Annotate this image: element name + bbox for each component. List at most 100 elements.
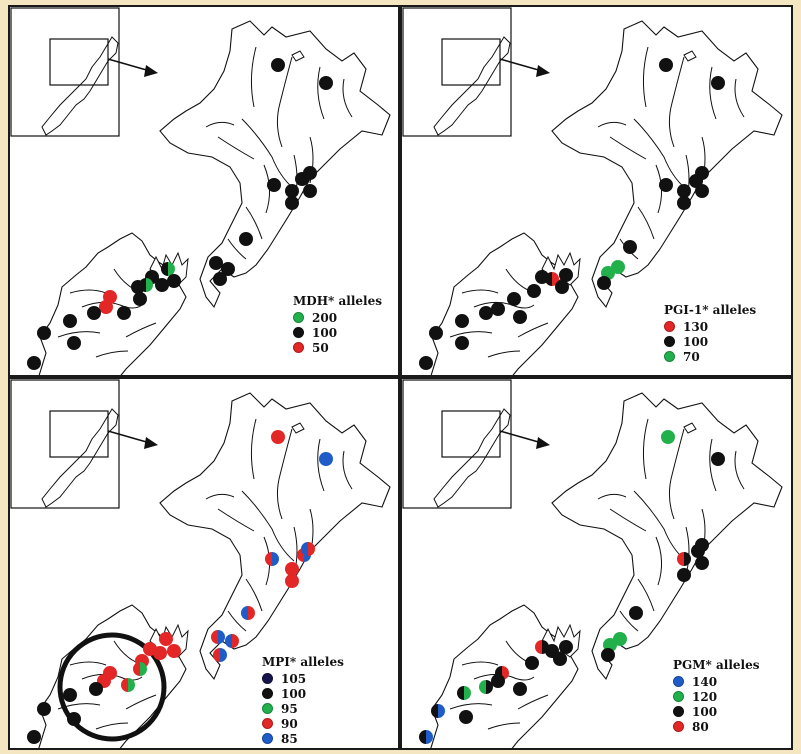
allele-marker <box>27 356 41 370</box>
allele-marker <box>419 356 433 370</box>
allele-marker <box>271 430 285 444</box>
allele-marker <box>285 196 299 210</box>
panel-pgm: PGM* alleles 140 120 100 80 <box>400 377 793 750</box>
river-line <box>276 428 293 520</box>
legend-label: 100 <box>692 704 718 719</box>
legend-label: 200 <box>312 310 338 325</box>
legend-item: 130 <box>664 319 756 334</box>
legend-swatch <box>262 733 273 744</box>
river-line <box>245 206 263 240</box>
allele-marker <box>221 262 235 276</box>
river-line <box>517 322 549 338</box>
allele-marker <box>213 272 227 286</box>
allele-marker <box>67 712 81 726</box>
allele-marker <box>285 574 299 588</box>
sample-sites <box>419 58 725 370</box>
river-line <box>227 238 247 260</box>
allele-marker <box>491 302 505 316</box>
allele-marker <box>37 326 51 340</box>
legend-swatch <box>673 691 684 702</box>
highlight-circle <box>57 632 167 742</box>
legend-title: PGM* alleles <box>673 658 760 672</box>
allele-marker <box>555 280 569 294</box>
allele-marker <box>629 606 643 620</box>
legend-title: PGI-1* alleles <box>664 303 757 317</box>
allele-marker <box>559 640 573 654</box>
lake-taupo <box>291 50 305 62</box>
map-pgm <box>402 379 783 748</box>
allele-marker <box>513 310 527 324</box>
allele-marker <box>661 430 675 444</box>
legend-label: 70 <box>683 349 700 364</box>
legend-label: 100 <box>683 334 709 349</box>
river-line <box>668 428 685 520</box>
river-line <box>342 78 353 118</box>
allele-marker <box>479 306 493 320</box>
inset-arrow <box>107 58 151 72</box>
legend-label: 100 <box>281 686 307 701</box>
allele-marker <box>601 648 615 662</box>
inset-highlight-box <box>49 38 109 86</box>
river-line <box>57 331 101 338</box>
river-line <box>637 578 655 612</box>
legend-label: 90 <box>281 716 298 731</box>
allele-marker <box>271 58 285 72</box>
legend-label: 100 <box>312 325 338 340</box>
legend-label: 140 <box>692 674 718 689</box>
legend-item: 70 <box>664 349 756 364</box>
allele-marker <box>431 704 445 718</box>
river-line <box>473 673 535 681</box>
allele-marker <box>133 662 147 676</box>
river-line <box>449 703 493 710</box>
river-line <box>250 418 257 480</box>
allele-marker <box>133 292 147 306</box>
river-line <box>461 289 499 294</box>
legend-swatch <box>262 703 273 714</box>
legend-swatch <box>673 676 684 687</box>
legend-item: 100 <box>262 686 344 701</box>
allele-marker <box>87 306 101 320</box>
allele-marker <box>711 452 725 466</box>
allele-marker <box>285 562 299 576</box>
allele-marker <box>457 686 471 700</box>
allele-marker <box>695 166 709 180</box>
allele-marker <box>623 240 637 254</box>
river-line <box>609 508 647 532</box>
inset-highlight-box <box>49 410 109 458</box>
river-line <box>125 322 157 338</box>
allele-marker <box>239 232 253 246</box>
allele-marker <box>559 268 573 282</box>
river-line <box>245 578 263 612</box>
allele-marker <box>143 642 157 656</box>
allele-marker <box>479 680 493 694</box>
allele-marker <box>225 634 239 648</box>
allele-marker <box>161 262 175 276</box>
legend-swatch <box>262 748 273 750</box>
river-line <box>205 121 235 128</box>
river-line <box>69 661 107 666</box>
allele-marker <box>695 556 709 570</box>
allele-marker <box>711 76 725 90</box>
river-line <box>317 438 325 492</box>
legend-swatch <box>664 336 675 347</box>
river-line <box>81 673 143 681</box>
map-mpi <box>10 379 391 748</box>
river-line <box>487 722 521 730</box>
allele-marker <box>27 730 41 744</box>
allele-marker <box>429 326 443 340</box>
legend-item: 80 <box>262 746 344 750</box>
river-line <box>217 508 255 532</box>
legend-label: 85 <box>281 731 298 746</box>
legend-title: MPI* alleles <box>262 655 344 669</box>
river-line <box>734 450 745 490</box>
river-line <box>668 56 685 148</box>
inset-highlight-box <box>441 410 501 458</box>
allele-marker <box>677 552 691 566</box>
river-line <box>642 46 649 108</box>
arrow-head-icon <box>144 437 158 449</box>
legend-swatch <box>664 321 675 332</box>
allele-marker <box>121 678 135 692</box>
allele-marker <box>37 702 51 716</box>
allele-marker <box>535 640 549 654</box>
allele-marker <box>695 538 709 552</box>
